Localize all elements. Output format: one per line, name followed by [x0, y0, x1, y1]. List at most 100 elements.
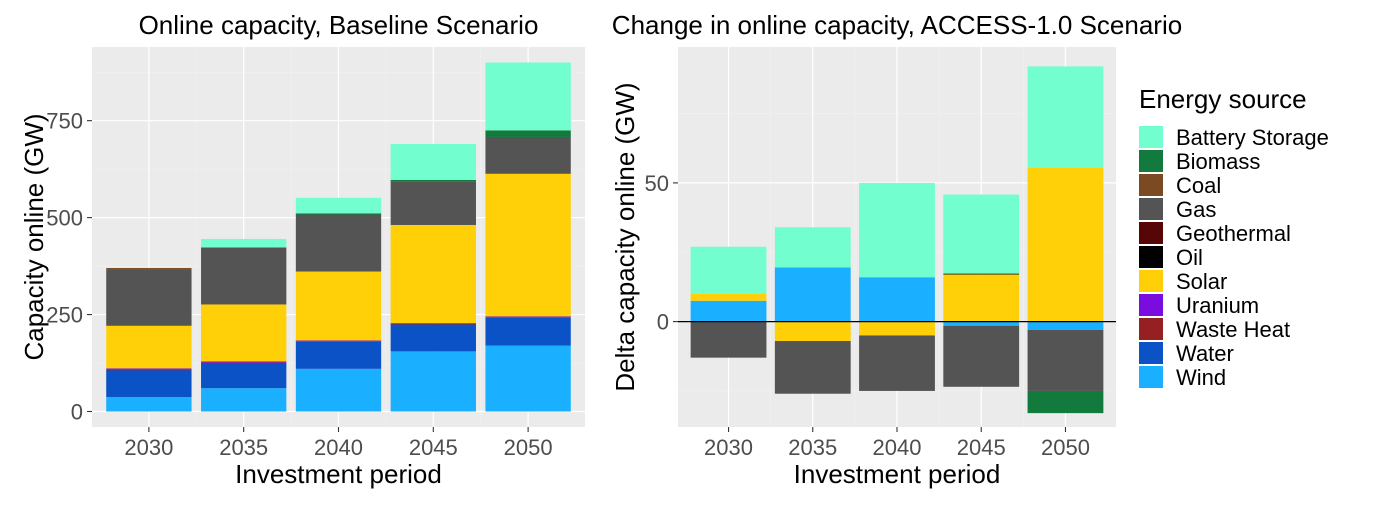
legend-label-coal: Coal	[1176, 173, 1221, 198]
legend-label-geothermal: Geothermal	[1176, 221, 1291, 246]
bar-gas-2035	[774, 341, 851, 394]
bar-solar-2030	[690, 293, 767, 301]
bar-gas-2045	[390, 181, 476, 225]
bar-biomass-2050	[1027, 390, 1104, 414]
bar-gas-2050	[485, 136, 571, 174]
chart-title: Online capacity, Baseline Scenario	[139, 10, 539, 40]
bar-solar-2035	[774, 321, 851, 342]
y-axis-title: Capacity online (GW)	[19, 113, 49, 360]
access-chart: 0 50 2030 2035 2040 2045 2050 Change in online …	[610, 10, 1182, 489]
bar-solar-2040	[859, 321, 935, 336]
legend-label-biomass: Biomass	[1176, 149, 1260, 174]
legend-label-gas: Gas	[1176, 197, 1216, 222]
x-axis-title: Investment period	[235, 459, 442, 489]
bar-gas-2050	[1027, 329, 1104, 391]
bar-gas-2040	[295, 214, 382, 272]
x-tick-label: 2040	[314, 435, 363, 460]
y-axis-title: Delta capacity online (GW)	[610, 82, 640, 391]
bar-water-2040	[295, 341, 382, 369]
legend-swatch-water	[1139, 342, 1163, 364]
x-tick-label: 2045	[957, 435, 1006, 460]
bar-wind-2040	[859, 277, 935, 322]
bar-waste-heat-2045	[390, 323, 476, 325]
bar-gas-2040	[859, 335, 935, 391]
bar-battery-storage-2040	[859, 182, 935, 278]
bar-biomass-2040	[295, 213, 382, 215]
bar-waste-heat-2035	[201, 362, 287, 364]
bar-wind-2050	[1027, 321, 1104, 330]
bar-uranium-2045	[390, 323, 476, 324]
legend-swatch-solar	[1139, 270, 1163, 292]
bar-water-2035	[201, 363, 287, 389]
bar-wind-2040	[295, 368, 382, 412]
bar-water-2050	[485, 317, 571, 346]
y-tick-label: 500	[46, 206, 83, 231]
legend-swatch-wind	[1139, 366, 1163, 388]
bar-gas-2030	[690, 321, 767, 358]
y-tick-label: 0	[657, 310, 669, 335]
legend-label-oil: Oil	[1176, 245, 1203, 270]
bar-battery-storage-2040	[295, 197, 382, 214]
x-tick-label: 2040	[873, 435, 922, 460]
x-tick-label: 2035	[219, 435, 268, 460]
x-axis-title: Investment period	[794, 459, 1001, 489]
legend-swatch-uranium	[1139, 294, 1163, 316]
legend-swatch-battery-storage	[1139, 126, 1163, 148]
legend-swatch-oil	[1139, 246, 1163, 268]
legend-label-wind: Wind	[1176, 365, 1226, 390]
x-tick-label: 2045	[409, 435, 458, 460]
bar-wind-2035	[201, 388, 287, 412]
bar-gas-2045	[943, 325, 1020, 387]
bar-battery-storage-2030	[690, 246, 767, 294]
y-tick-label: 750	[46, 109, 83, 134]
bar-gas-2035	[201, 247, 287, 305]
legend-label-solar: Solar	[1176, 269, 1227, 294]
bar-battery-storage-2035	[774, 227, 851, 268]
x-tick-label: 2050	[504, 435, 553, 460]
bar-uranium-2040	[295, 340, 382, 342]
y-tick-label: 0	[71, 399, 83, 424]
bar-uranium-2030	[106, 368, 192, 370]
bar-waste-heat-2040	[295, 341, 382, 342]
bar-solar-2045	[390, 224, 476, 324]
x-tick-label: 2050	[1041, 435, 1090, 460]
bar-solar-2030	[106, 325, 192, 369]
bar-coal-2030	[106, 268, 192, 270]
bar-battery-storage-2050	[485, 62, 571, 131]
bar-solar-2035	[201, 304, 287, 362]
bar-solar-2050	[485, 173, 571, 317]
legend-swatch-biomass	[1139, 150, 1163, 172]
bar-biomass-2045	[390, 180, 476, 182]
bar-battery-storage-2045	[390, 143, 476, 180]
bar-wind-2045	[390, 351, 476, 412]
legend-swatch-waste-heat	[1139, 318, 1163, 340]
x-tick-label: 2035	[788, 435, 837, 460]
bar-uranium-2035	[201, 361, 287, 363]
legend-label-water: Water	[1176, 341, 1234, 366]
bar-wind-2045	[943, 321, 1020, 326]
bar-waste-heat-2050	[485, 317, 571, 318]
bar-biomass-2050	[485, 130, 571, 137]
bar-wind-2035	[774, 267, 851, 322]
legend-label-uranium: Uranium	[1176, 293, 1259, 318]
bar-water-2045	[390, 324, 476, 352]
bar-water-2030	[106, 370, 192, 398]
legend-swatch-geothermal	[1139, 222, 1163, 244]
baseline-chart: 0 250 500 750 2030 2035 2040 2045 2050 Online cap…	[19, 10, 585, 489]
bar-battery-storage-2050	[1027, 66, 1104, 168]
chart-title: Change in online capacity, ACCESS-1.0 Sc…	[612, 10, 1182, 40]
legend-label-waste-heat: Waste Heat	[1176, 317, 1290, 342]
bar-solar-2040	[295, 271, 382, 341]
y-tick-label: 250	[46, 303, 83, 328]
x-tick-label: 2030	[704, 435, 753, 460]
y-tick-label: 50	[645, 171, 669, 196]
bar-wind-2050	[485, 345, 571, 412]
legend-label-battery-storage: Battery Storage	[1176, 125, 1329, 150]
bar-battery-storage-2045	[943, 194, 1020, 274]
bar-solar-2050	[1027, 167, 1104, 322]
bar-battery-storage-2035	[201, 238, 287, 248]
bar-wind-2030	[690, 300, 767, 322]
legend-title: Energy source	[1139, 84, 1307, 114]
x-tick-label: 2030	[124, 435, 173, 460]
